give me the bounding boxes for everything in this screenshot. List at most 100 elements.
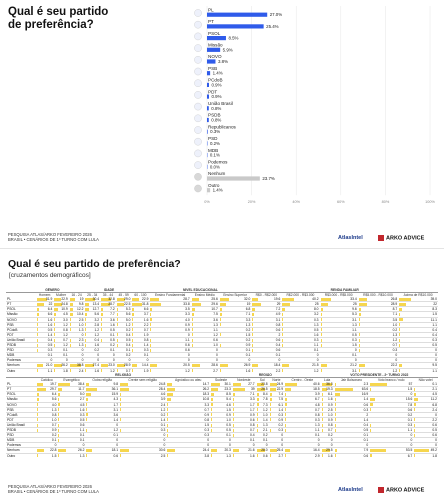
table-cell: 1.2	[100, 367, 116, 373]
cell-value: 1.4	[160, 417, 166, 422]
cell-value: 1.4	[363, 397, 369, 402]
column-header: Sudeste	[214, 378, 228, 383]
table-cell: 0.9	[268, 416, 285, 423]
column-header: Sul	[259, 378, 265, 383]
table-cell: 32.0	[219, 297, 252, 302]
table-row: Nenhum 21.0 26.2 38.8 27.4 23.0 28.9 14.4 20.5 28…	[6, 362, 438, 368]
table-cell: 33.4	[320, 297, 358, 302]
table-cell: 0.9	[149, 326, 191, 333]
table-cell: 0.6	[190, 336, 219, 343]
row-label: PL	[7, 297, 12, 302]
column-header: Nordeste	[237, 378, 251, 383]
row-label: PDT	[6, 416, 36, 423]
cell-bar	[285, 454, 286, 458]
cell-bar	[321, 382, 333, 386]
cell-value: 26.8	[390, 297, 398, 302]
cell-bar	[320, 313, 323, 317]
table-cell: 0.1	[218, 352, 252, 358]
bar	[207, 47, 221, 52]
cell-bar	[414, 392, 416, 396]
x-tick-label: 20%	[248, 200, 256, 204]
table-cell: 7.7	[100, 311, 116, 318]
cell-value: 1.1	[185, 337, 190, 342]
table-cell: 0.7	[284, 406, 321, 413]
cell-value: 0	[163, 443, 166, 448]
cell-value: 18.4	[273, 363, 281, 368]
table-cell: 3.3	[166, 401, 211, 408]
table-cell: 0.9	[320, 416, 334, 423]
cell-value: 0	[229, 438, 231, 443]
cell-value: 3.3	[245, 317, 251, 322]
cell-value: 6.6	[143, 307, 149, 312]
table-cell: 0.5	[210, 427, 232, 433]
corner-cell	[6, 288, 36, 294]
table-cell: 1.6	[84, 342, 101, 348]
cell-value: 6.8	[432, 402, 437, 407]
cell-value: 0.9	[51, 428, 57, 433]
table-cell: 6.4	[36, 391, 58, 397]
cell-value: 0.8	[275, 322, 281, 327]
cell-bar	[86, 403, 87, 407]
cell-value: 3.6	[110, 317, 115, 322]
footer-source: PESQUISA ATLAS/ARKO FEVEREIRO 2026 BRASI…	[8, 232, 99, 242]
cell-value: 1.8	[63, 368, 68, 373]
cell-value: 0.7	[143, 327, 149, 332]
cell-bar	[334, 413, 336, 417]
cell-value: 4.3	[113, 397, 119, 402]
table-cell: 5.6	[115, 311, 132, 318]
cell-bar	[256, 398, 259, 402]
cell-value: 2.7	[213, 368, 218, 373]
table-cell: 1.3	[281, 321, 320, 328]
cell-value: 0.5	[79, 417, 85, 422]
table-cell: 23.3	[210, 386, 232, 392]
table-cell: 0.1	[57, 437, 86, 443]
table-cell: 4.5	[57, 401, 86, 408]
table-cell: 1.1	[149, 336, 191, 343]
party-logo-icon	[194, 114, 202, 123]
cell-value: 11.1	[430, 317, 437, 322]
table-cell: 0.2	[100, 342, 116, 348]
table-cell: 1.1	[369, 427, 414, 433]
cell-value: 0.1	[432, 382, 437, 387]
data-label: 0.0%	[210, 164, 220, 169]
cell-value: 1.2	[392, 368, 398, 373]
cell-bar	[269, 382, 278, 386]
table-cell: 1.4	[119, 416, 167, 423]
table-cell: 21.0	[36, 362, 54, 368]
cell-value: 0.9	[250, 412, 255, 417]
table-cell: 22.9	[53, 297, 68, 302]
cell-value: 1.1	[47, 368, 53, 373]
cell-value: 2.8	[94, 322, 100, 327]
cell-bar	[37, 398, 39, 402]
column-header: 60 - 100	[134, 293, 147, 298]
table-cell: 6.6	[36, 311, 54, 318]
table-cell: 0	[398, 352, 438, 358]
cell-value: 22	[48, 302, 53, 307]
table-cell: 0	[119, 432, 167, 438]
cell-bar	[358, 364, 366, 367]
table-cell: 28.9	[357, 301, 399, 307]
table-row: NOVO 4.0 4.5 1.7 2.4 3.3 4.6 1.7 7.3 6.1 4.8 0.9 0.6…	[6, 401, 438, 408]
table-cell: 1.2	[84, 326, 101, 333]
table-cell: 0.7	[231, 427, 256, 433]
cell-bar	[85, 323, 87, 327]
cell-value: 0	[207, 438, 210, 443]
cell-value: 18.3	[202, 392, 210, 397]
column-header: Centro - Oeste	[291, 378, 314, 383]
table-cell: 49.2	[413, 447, 438, 453]
cell-value: 1.0	[327, 412, 333, 417]
cell-value: 1.3	[352, 322, 357, 327]
table-cell: 0.7	[36, 421, 58, 428]
cell-value: 4.5	[432, 392, 437, 397]
cell-value: 7.1	[245, 312, 251, 317]
table-cell: 1.3	[284, 421, 321, 428]
atlasintel-logo: AtlasIntel	[338, 487, 363, 493]
cell-value: 1.2	[113, 428, 119, 433]
cell-value: 0.7	[392, 343, 398, 348]
cell-value: 0.3	[47, 348, 53, 353]
cell-value: 0.1	[250, 438, 255, 443]
cell-bar	[285, 382, 298, 386]
table-cell: 23.8	[256, 382, 269, 387]
row-label: Podemos	[6, 357, 36, 363]
table-cell: 4.0	[149, 316, 191, 323]
